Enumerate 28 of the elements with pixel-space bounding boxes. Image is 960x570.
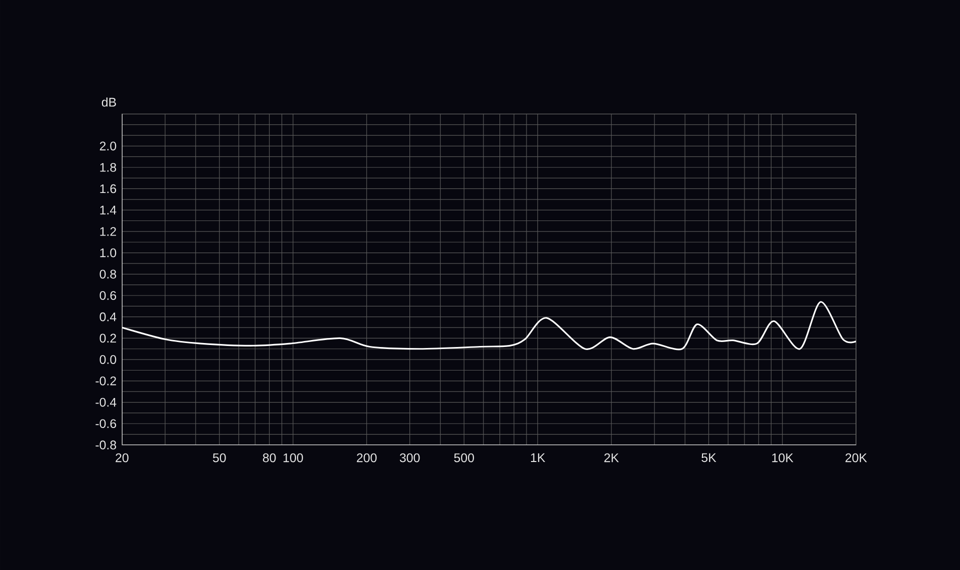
x-tick-label: 500 (454, 453, 474, 462)
x-tick-label: 5K (702, 453, 716, 462)
y-tick-label: 1.4 (100, 206, 116, 214)
x-tick-label: 50 (212, 453, 226, 462)
x-tick-label: 10K (772, 453, 794, 462)
y-tick-label: 1.6 (100, 184, 116, 194)
x-tick-label: 2K (604, 453, 619, 462)
x-tick-label: 20K (846, 453, 867, 462)
y-tick-label: 0.8 (100, 270, 116, 279)
y-tick-label: 1.0 (100, 248, 116, 258)
y-tick-label: 0.6 (100, 291, 116, 300)
x-tick-label: 1K (531, 453, 546, 462)
y-tick-label: -0.8 (96, 440, 116, 450)
y-tick-label: -0.6 (96, 419, 116, 428)
x-tick-label: 300 (400, 453, 420, 462)
y-tick-label: -0.2 (96, 376, 116, 386)
x-tick-label: 100 (284, 453, 303, 462)
y-tick-label: -0.4 (96, 398, 116, 407)
x-tick-label: 20 (116, 453, 128, 462)
y-tick-label: 0.2 (100, 334, 116, 343)
y-tick-label: 1.8 (100, 162, 116, 172)
y-tick-label: 2.0 (100, 142, 116, 150)
x-tick-label: 200 (356, 453, 377, 462)
y-axis-title: dB (102, 97, 116, 107)
x-tick-label: 80 (262, 453, 276, 462)
y-tick-label: 1.2 (100, 227, 116, 236)
y-tick-label: 0.4 (100, 312, 116, 322)
y-tick-label: 0.0 (100, 355, 116, 364)
